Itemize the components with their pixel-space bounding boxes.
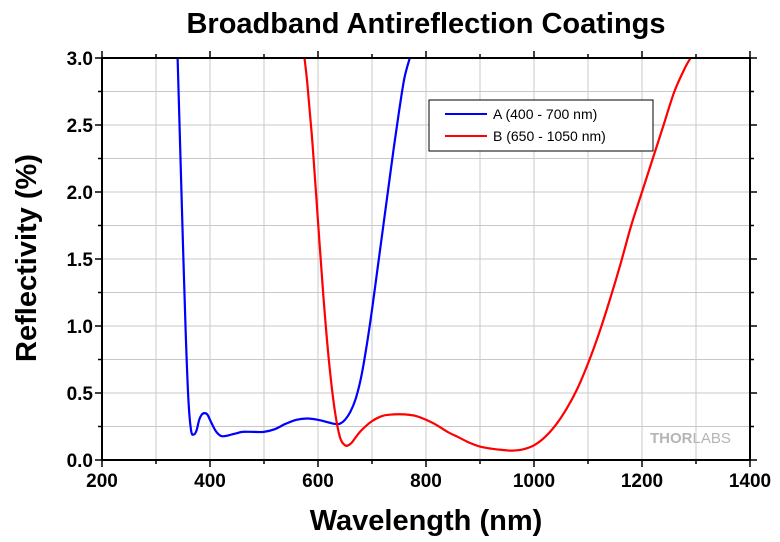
y-tick-label: 1.0 [67,317,93,338]
legend-label-a: A (400 - 700 nm) [493,106,597,122]
axis-ticks [95,51,757,467]
svg-text:THORLABS: THORLABS [650,430,731,447]
y-tick-label: 3.0 [67,49,93,70]
x-tick-label: 600 [302,471,334,492]
watermark-labs: LABS [693,430,731,447]
grid-lines [102,58,750,460]
y-tick-label: 2.5 [67,116,94,137]
x-tick-label: 200 [86,471,118,492]
y-tick-label: 0.0 [67,451,93,472]
thorlabs-watermark: THORLABS [650,430,731,447]
x-tick-label: 1000 [513,471,555,492]
legend-box [428,99,654,152]
y-axis-label: Reflectivity (%) [11,154,43,362]
y-tick-label: 2.0 [67,183,93,204]
x-tick-label: 1200 [621,471,663,492]
y-tick-label: 0.5 [67,384,94,405]
series-b-line [303,57,692,452]
x-axis-label: Wavelength (nm) [310,505,543,537]
watermark-thor: THOR [650,430,693,447]
data-series-group [176,57,692,452]
chart-title: Broadband Antireflection Coatings [186,8,665,40]
axis-tick-labels: 200 400 600 800 1000 1200 1400 0.0 0.5 1.0 1.5 2.0 2… [67,49,772,492]
x-tick-label: 400 [194,471,226,492]
x-tick-label: 1400 [729,471,771,492]
legend: A (400 - 700 nm) B (650 - 1050 nm) [428,99,654,152]
series-a-line [176,57,411,438]
y-tick-label: 1.5 [67,250,94,271]
legend-label-b: B (650 - 1050 nm) [493,128,606,144]
x-tick-label: 800 [410,471,442,492]
